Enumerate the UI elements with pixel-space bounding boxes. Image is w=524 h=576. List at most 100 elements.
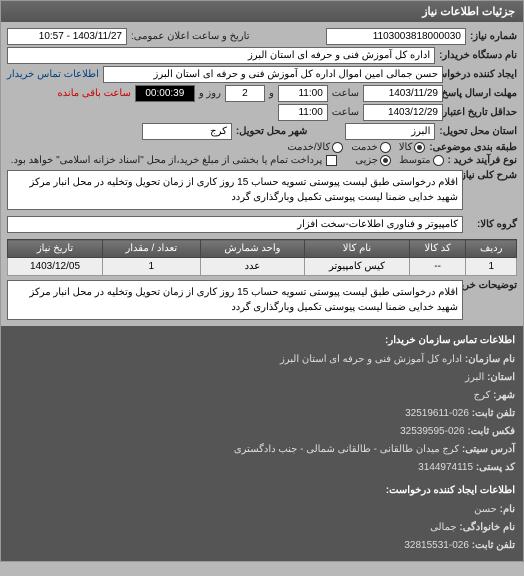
radio-service-item[interactable]: خدمت: [351, 142, 391, 153]
reply-date-field: 1403/11/29: [363, 85, 443, 102]
row-need-desc: شرح کلی نیاز: اقلام درخواستی طبق لیست پی…: [7, 170, 517, 210]
th-unit: واحد شمارش: [200, 240, 305, 258]
row-process: نوع فرآیند خرید : متوسط جزیی پرداخت تمام…: [7, 155, 517, 166]
radio-service-label: خدمت: [351, 142, 378, 153]
kv-phone-v: 026-32519611: [405, 408, 469, 419]
process-radios: متوسط جزیی: [355, 155, 443, 166]
row-credit: حداقل تاریخ اعتبار قیمت: تا تاریخ: 1403/…: [7, 104, 517, 121]
kv-fax-k: فکس ثابت:: [467, 426, 515, 437]
kv-cphone-v: 026-32815531: [404, 540, 469, 551]
contact-creator-title: اطلاعات ایجاد کننده درخواست:: [9, 482, 515, 499]
kv-city: شهر: کرج: [9, 387, 515, 404]
and-label: و: [269, 88, 274, 99]
contact-buyer-section: اطلاعات تماس سازمان خریدار: نام سازمان: …: [1, 326, 523, 561]
buyer-org-label: نام دستگاه خریدار:: [439, 50, 517, 61]
td-code: --: [409, 258, 466, 276]
radio-low-item[interactable]: جزیی: [355, 155, 391, 166]
need-details-panel: جزئیات اطلاعات نیاز شماره نیاز: 11030038…: [0, 0, 524, 562]
radio-mid[interactable]: [433, 155, 444, 166]
remaining-label: ساعت باقی مانده: [57, 88, 130, 99]
row-need-number: شماره نیاز: 1103003818000030 تاریخ و ساع…: [7, 28, 517, 45]
group-type-label: طبقه بندی موضوعی:: [429, 142, 517, 153]
kv-province-k: استان:: [487, 372, 515, 383]
panel-header: جزئیات اطلاعات نیاز: [1, 1, 523, 22]
remaining-time-field: 00:00:39: [135, 85, 195, 102]
radio-mid-item[interactable]: متوسط: [399, 155, 443, 166]
kv-postal-v: 3144974115: [418, 462, 473, 473]
kv-province: استان: البرز: [9, 369, 515, 386]
requester-field: حسن جمالی امین اموال اداره کل آموزش فنی …: [103, 66, 443, 83]
kv-org: نام سازمان: اداره کل آموزش فنی و حرفه ای…: [9, 351, 515, 368]
row-location: استان محل تحویل: البرز شهر محل تحویل: کر…: [7, 123, 517, 140]
city-field: کرج: [142, 123, 232, 140]
td-unit: عدد: [200, 258, 305, 276]
kv-name-v: حسن: [474, 504, 497, 515]
kv-cphone-k: تلفن ثابت:: [472, 540, 515, 551]
td-qty: 1: [103, 258, 201, 276]
goods-table: ردیف کد کالا نام کالا واحد شمارش تعداد /…: [7, 239, 517, 276]
kv-phone-k: تلفن ثابت:: [472, 408, 515, 419]
row-buyer-org: نام دستگاه خریدار: اداره کل آموزش فنی و …: [7, 47, 517, 64]
th-row: ردیف: [466, 240, 517, 258]
kv-postal-k: کد پستی:: [476, 462, 515, 473]
row-goods-group: گروه کالا: کامپیوتر و فناوری اطلاعات-سخت…: [7, 216, 517, 233]
kv-family: نام خانوادگی: جمالی: [9, 519, 515, 536]
kv-address: آدرس سیتی: کرج میدان طالقانی - طالقانی ش…: [9, 441, 515, 458]
contact-buyer-link[interactable]: اطلاعات تماس خریدار: [7, 69, 99, 80]
kv-province-v: البرز: [465, 372, 484, 383]
reply-deadline-label: مهلت ارسال پاسخ تا تاریخ:: [447, 88, 517, 99]
radio-mid-label: متوسط: [399, 155, 430, 166]
radio-both-item[interactable]: کالا/خدمت: [287, 142, 343, 153]
td-row: 1: [466, 258, 517, 276]
kv-phone: تلفن ثابت: 026-32519611: [9, 405, 515, 422]
radio-low-label: جزیی: [355, 155, 378, 166]
kv-postal: کد پستی: 3144974115: [9, 459, 515, 476]
radio-goods-item[interactable]: کالا: [399, 142, 426, 153]
time-label-2: ساعت: [332, 107, 359, 118]
process-label: نوع فرآیند خرید :: [448, 155, 517, 166]
td-date: 1403/12/05: [8, 258, 103, 276]
kv-family-k: نام خانوادگی:: [459, 522, 515, 533]
th-name: نام کالا: [305, 240, 409, 258]
th-date: تاریخ نیاز: [8, 240, 103, 258]
form-section: شماره نیاز: 1103003818000030 تاریخ و ساع…: [1, 22, 523, 326]
buyer-org-field: اداره کل آموزش فنی و حرفه ای استان البرز: [7, 47, 435, 64]
requester-label: ایجاد کننده درخواست:: [447, 69, 517, 80]
radio-low[interactable]: [380, 155, 391, 166]
kv-name: نام: حسن: [9, 501, 515, 518]
kv-city-k: شهر:: [493, 390, 515, 401]
public-date-label: تاریخ و ساعت اعلان عمومی:: [131, 31, 250, 42]
reply-time-field: 11:00: [278, 85, 328, 102]
td-name: کیس کامپیوتر: [305, 258, 409, 276]
kv-fax-v: 026-32539595: [400, 426, 465, 437]
payment-checkbox[interactable]: [326, 155, 337, 166]
radio-both[interactable]: [332, 142, 343, 153]
table-header-row: ردیف کد کالا نام کالا واحد شمارش تعداد /…: [8, 240, 517, 258]
kv-address-v: کرج میدان طالقانی - طالقانی شمالی - جنب …: [234, 444, 459, 455]
public-date-field: 1403/11/27 - 10:57: [7, 28, 127, 45]
buyer-notes-box: اقلام درخواستی طبق لیست پیوستی تسویه حسا…: [7, 280, 463, 320]
kv-fax: فکس ثابت: 026-32539595: [9, 423, 515, 440]
province-field: البرز: [345, 123, 435, 140]
goods-group-label: گروه کالا:: [467, 219, 517, 230]
time-label-1: ساعت: [332, 88, 359, 99]
th-code: کد کالا: [409, 240, 466, 258]
kv-city-v: کرج: [474, 390, 491, 401]
need-number-field: 1103003818000030: [326, 28, 466, 45]
kv-org-k: نام سازمان:: [465, 354, 515, 365]
radio-both-label: کالا/خدمت: [287, 142, 330, 153]
table-row[interactable]: 1 -- کیس کامپیوتر عدد 1 1403/12/05: [8, 258, 517, 276]
kv-address-k: آدرس سیتی:: [462, 444, 515, 455]
row-requester: ایجاد کننده درخواست: حسن جمالی امین اموا…: [7, 66, 517, 83]
group-type-radios: کالا خدمت کالا/خدمت: [287, 142, 425, 153]
radio-goods-label: کالا: [399, 142, 413, 153]
need-number-label: شماره نیاز:: [470, 31, 517, 42]
buyer-notes-label: توضیحات خریدار:: [467, 280, 517, 291]
province-label: استان محل تحویل:: [439, 126, 517, 137]
radio-goods[interactable]: [414, 142, 425, 153]
credit-time-field: 11:00: [278, 104, 328, 121]
radio-service[interactable]: [380, 142, 391, 153]
payment-note-label: پرداخت تمام یا بخشی از مبلغ خرید،از محل …: [11, 155, 323, 166]
need-desc-label: شرح کلی نیاز:: [467, 170, 517, 181]
kv-name-k: نام:: [500, 504, 515, 515]
